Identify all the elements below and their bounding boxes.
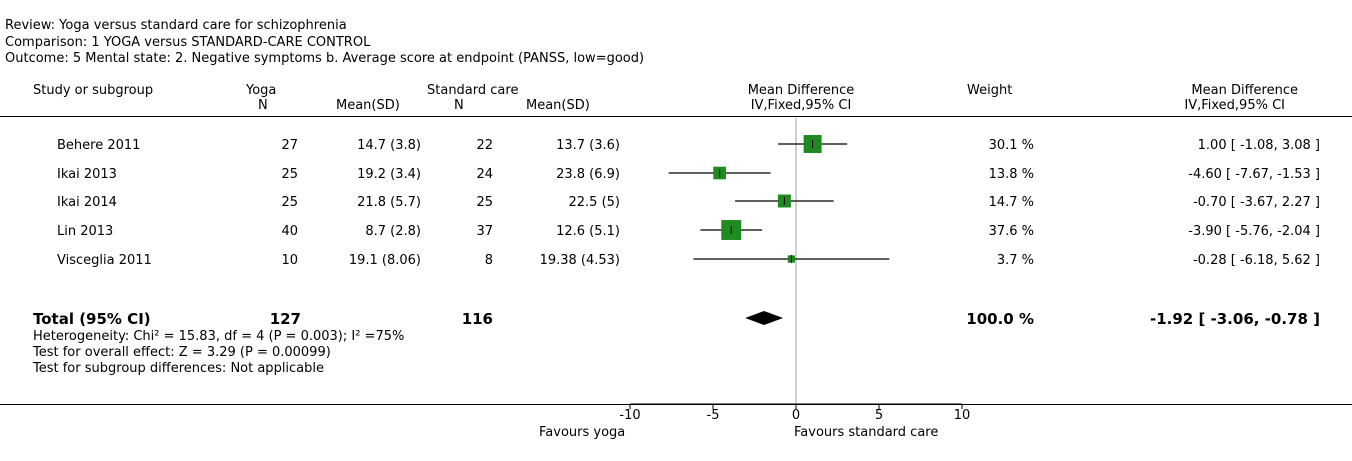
pooled-diamond [745, 311, 783, 325]
